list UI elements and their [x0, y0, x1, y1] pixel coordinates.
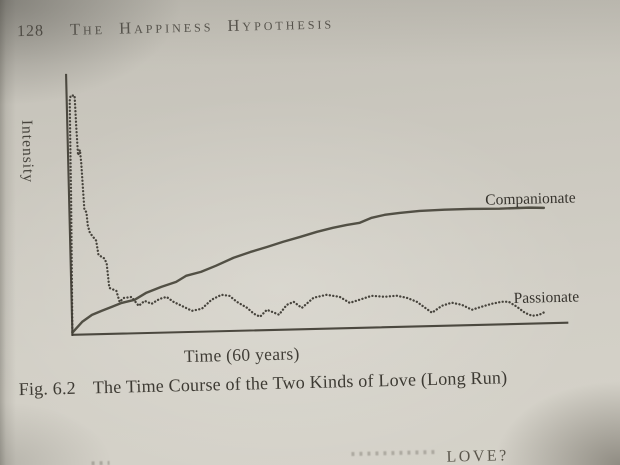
cut-off-text-marks [91, 460, 110, 465]
figure-caption-label: Fig. 6.2 [18, 377, 77, 400]
page-edge [572, 0, 620, 465]
page-header: 128 The Happiness Hypothesis [17, 13, 335, 41]
companionate-label: Companionate [485, 189, 576, 208]
passionate-label: Passionate [513, 288, 579, 307]
figure-chart: Companionate Passionate [65, 73, 579, 336]
page-number: 128 [16, 22, 45, 41]
x-axis-label: Time (60 years) [183, 343, 300, 367]
y-axis-label: Intensity [18, 119, 37, 184]
figure-caption-title: The Time Course of the Two Kinds of Love… [92, 367, 508, 398]
running-title: The Happiness Hypothesis [69, 13, 335, 39]
passionate-curve [68, 94, 547, 336]
cut-off-text-marks [351, 449, 440, 457]
companionate-curve [71, 206, 546, 334]
figure-caption: Fig. 6.2 The Time Course of the Two Kinds… [18, 367, 507, 400]
cut-off-heading-fragment: LOVE? [446, 447, 509, 465]
